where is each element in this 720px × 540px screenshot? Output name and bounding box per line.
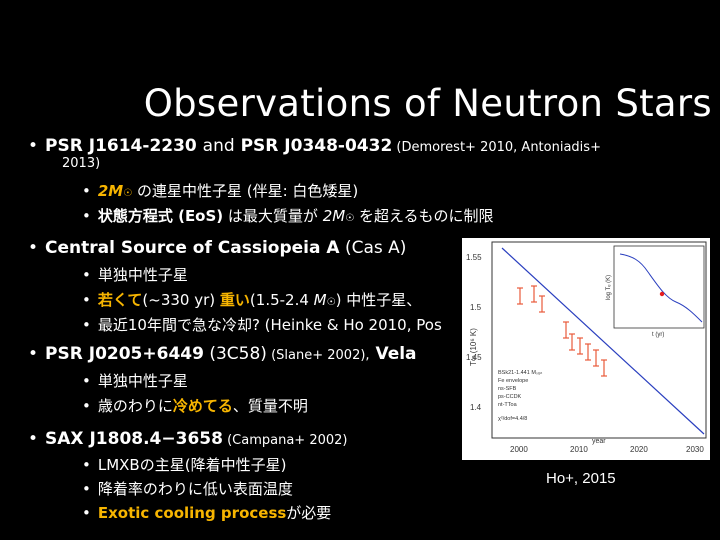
ref-antoniadis-year: 2013)	[62, 156, 101, 171]
psr-j0348-name: PSR J0348-0432	[234, 136, 393, 156]
cas-a-name: Central Source of Cassiopeia A	[45, 238, 340, 258]
psr-j1614-name: PSR J1614-2230	[45, 136, 203, 156]
sub-item-exotic-cooling: • Exotic cooling processが必要	[82, 504, 332, 522]
sax-j1808-name: SAX J1808.4−3658	[45, 429, 223, 449]
eos-t1: は最大質量が	[223, 207, 323, 225]
x-axis-label: year	[592, 438, 606, 445]
eos-text: 状態方程式 (EoS)	[97, 207, 224, 225]
sub-item-cool-for-age: • 歳のわりに冷めてる、質量不明	[82, 397, 308, 415]
plot-frame	[491, 241, 707, 439]
inset-x-label: t (yr)	[652, 332, 664, 338]
bullet-psr-j0205: • PSR J0205+6449 (3C58) (Slane+ 2002), Ve…	[28, 344, 417, 364]
bullet-sax-j1808: • SAX J1808.4−3658 (Campana+ 2002)	[28, 429, 348, 449]
eos-t2: を超えるものに制限	[354, 207, 494, 225]
sun-symbol: ☉	[123, 188, 133, 199]
sub-item-isolated-ns: • 単独中性子星	[82, 266, 188, 284]
sub-item-lmxb: • LMXBの主星(降着中性子星)	[82, 456, 287, 474]
ytick-label: 1.45	[466, 353, 482, 362]
ytick-label: 1.4	[470, 403, 482, 412]
legend-entry: χ²/dof=4.4/8	[498, 416, 527, 422]
cooling-curve-figure: 1.55 1.5 1.45 1.4 T∞ (10⁶ K) 2000 2010 2…	[462, 238, 710, 460]
legend-entry: ns-SFB	[498, 386, 517, 392]
sun-symbol: ☉	[345, 213, 355, 224]
slide-title: Observations of Neutron Stars	[143, 82, 712, 125]
inset-y-label: log Tₑ (K)	[606, 275, 612, 300]
mass-2m: 2M	[97, 182, 124, 200]
legend-entry: nt-TToa	[498, 402, 518, 408]
bullet-dot: •	[28, 136, 39, 156]
ref-demorest: (Demorest+ 2010, Antoniadis+	[392, 140, 601, 155]
bullet-cas-a: • Central Source of Cassiopeia A (Cas A)	[28, 238, 407, 258]
cas-a-abbrev: (Cas A)	[339, 238, 407, 258]
xtick-label: 2010	[570, 445, 588, 454]
figure-caption: Ho+, 2015	[546, 470, 616, 487]
sub-item-young-heavy: • 若くて(~330 yr) 重い(1.5-2.4 M☉) 中性子星、	[82, 291, 422, 309]
sub-item-eos: • 状態方程式 (EoS) は最大質量が 2M☉ を超えるものに制限	[82, 207, 494, 225]
ytick-label: 1.5	[470, 303, 482, 312]
eos-mass: 2M	[322, 207, 346, 225]
model-cooling-line	[501, 247, 705, 435]
plot-legend: BSk21-1.441 Mₛᵤₙ Fe envelope ns-SFB ps-C…	[498, 370, 543, 422]
legend-entry: Fe envelope	[498, 378, 528, 384]
sub-item-rapid-cooling: • 最近10年間で急な冷却? (Heinke & Ho 2010, Pos	[82, 316, 442, 334]
xtick-label: 2020	[630, 445, 648, 454]
legend-entry: ps-CCDK	[498, 394, 522, 400]
sub-item-low-temp: • 降着率のわりに低い表面温度	[82, 480, 293, 498]
sub-item-2msun: • 2M☉ の連星中性子星 (伴星: 白色矮星)	[82, 182, 359, 200]
bullet-psr-j1614: • PSR J1614-2230 and PSR J0348-0432 (Demo…	[28, 136, 601, 156]
cooling-curve-plot: 1.55 1.5 1.45 1.4 T∞ (10⁶ K) 2000 2010 2…	[466, 241, 707, 454]
sub-item-isolated-ns-2: • 単独中性子星	[82, 372, 188, 390]
binary-text: の連星中性子星 (伴星: 白色矮星)	[132, 182, 359, 200]
xtick-label: 2000	[510, 445, 528, 454]
ytick-label: 1.55	[466, 253, 482, 262]
inset-plot: t (yr) log Tₑ (K)	[606, 245, 705, 338]
cas-a-data-points	[517, 285, 607, 377]
and-text: and	[202, 136, 235, 156]
psr-j0205-name: PSR J0205+6449	[45, 344, 204, 364]
y-axis-label: T∞ (10⁶ K)	[469, 328, 478, 366]
xtick-label: 2030	[686, 445, 704, 454]
legend-entry: BSk21-1.441 Mₛᵤₙ	[498, 370, 543, 376]
